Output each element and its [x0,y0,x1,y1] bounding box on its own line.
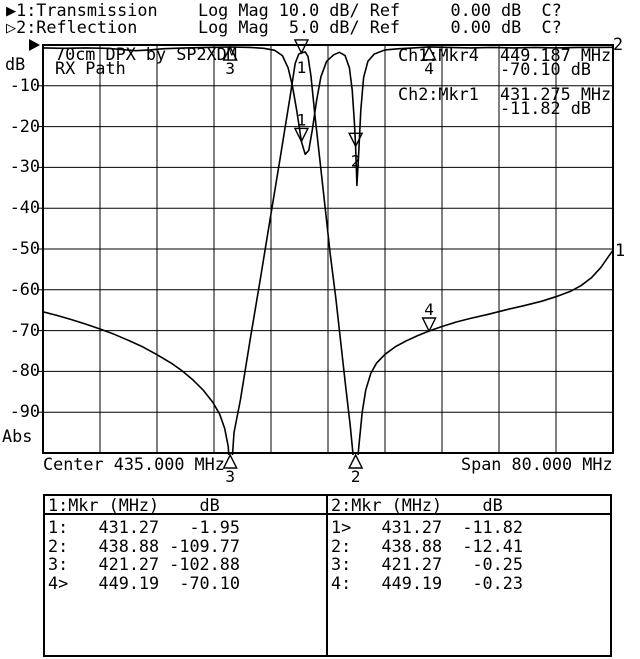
marker-2-ch2-label: 2 [351,151,361,170]
y-tick-label: -10 [9,75,40,95]
abs-mode-label: Abs [2,426,33,446]
y-tick-label: -70 [9,320,40,340]
marker-table-ch1-header: 1:Mkr (MHz) dB [45,496,326,515]
ch2-marker-readout-value: -11.82 dB [500,98,591,118]
marker-table-ch2-header: 2:Mkr (MHz) dB [328,496,610,515]
marker-1-ch2-label: 1 [297,110,307,129]
y-tick-label: -40 [9,197,40,217]
marker-2-ch1-label: 2 [351,467,361,486]
marker-2-ch2-triangle [348,132,364,148]
marker-table-ch2: 2:Mkr (MHz) dB 1> 431.27 -11.82 2: 438.8… [326,494,612,657]
marker-1-ch2-triangle [293,127,310,144]
y-tick-label: -90 [9,401,40,421]
trace1-edge-label: 1 [615,240,626,260]
trace2-status-line: ▷2:Reflection Log Mag 5.0 dB/ Ref 0.00 d… [6,17,562,37]
marker-table-ch1: 1:Mkr (MHz) dB 1: 431.27 -1.95 2: 438.88… [43,494,328,657]
ref-level-arrow-icon [29,39,40,51]
marker-4-ch1-triangle [421,317,437,333]
plot-subtitle: RX Path [55,58,126,78]
trace2-edge-label: 2 [613,34,624,54]
marker-1-ch1-triangle [293,39,310,55]
y-tick-label: -50 [9,238,40,258]
y-tick-label: -20 [9,116,40,136]
marker-table-ch2-rows: 1> 431.27 -11.82 2: 438.88 -12.41 3: 421… [331,517,523,593]
marker-3-ch1-triangle [222,453,238,469]
marker-3-ch1-label: 3 [225,467,235,486]
marker-2-ch1-triangle [348,453,364,469]
y-tick-label: -30 [9,156,40,176]
marker-table-ch1-rows: 1: 431.27 -1.95 2: 438.88 -109.77 3: 421… [48,517,240,593]
ch1-marker-readout-value: -70.10 dB [500,59,591,79]
marker-4-ch1-label: 4 [424,300,434,319]
y-axis-unit-label: dB [5,54,26,74]
y-tick-label: -80 [9,360,40,380]
marker-1-ch1-label: 1 [297,58,307,77]
ch1-marker-readout-name: Ch1:Mkr4 [398,45,479,65]
trace1-status-line: ▶1:Transmission Log Mag 10.0 dB/ Ref 0.0… [6,0,562,20]
ch2-marker-readout-name: Ch2:Mkr1 [398,84,479,104]
span-label: Span 80.000 MHz [461,454,613,474]
center-frequency-label: Center 435.000 MHz [43,454,225,474]
y-tick-label: -60 [9,279,40,299]
